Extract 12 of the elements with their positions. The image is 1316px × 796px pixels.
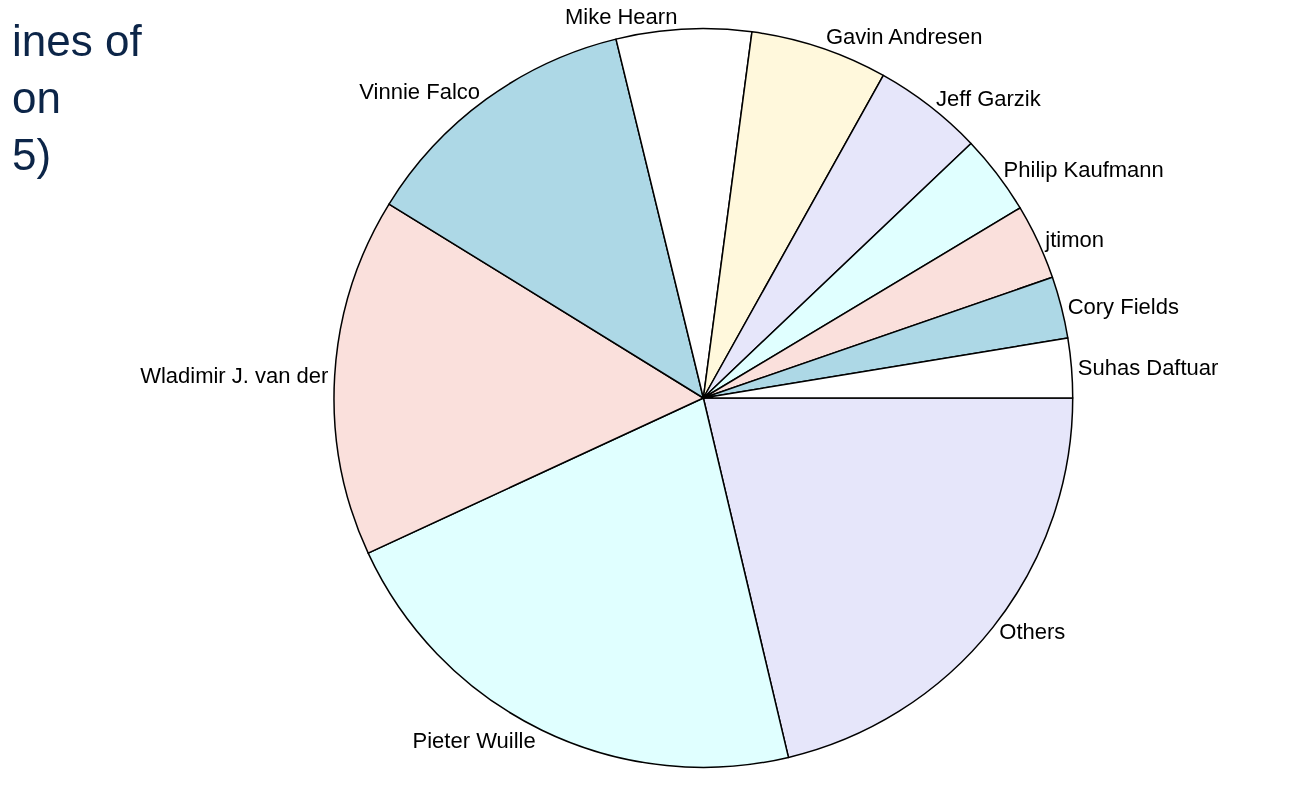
- text: ines of on 5): [12, 16, 143, 180]
- slice-label: Wladimir J. van der: [140, 363, 329, 389]
- slice-label: Pieter Wuille: [412, 727, 536, 753]
- slice-label: Mike Hearn: [564, 4, 678, 30]
- slice-label: Others: [999, 619, 1066, 645]
- slice-label: Jeff Garzik: [935, 85, 1042, 111]
- slice-label: Vinnie Falco: [359, 78, 481, 104]
- slice-label: Suhas Daftuar: [1077, 355, 1219, 381]
- slice-label: Gavin Andresen: [825, 23, 983, 49]
- slice-label: Philip Kaufmann: [1003, 157, 1164, 183]
- slice-label: Cory Fields: [1067, 294, 1179, 320]
- slice-label: jtimon: [1044, 227, 1104, 253]
